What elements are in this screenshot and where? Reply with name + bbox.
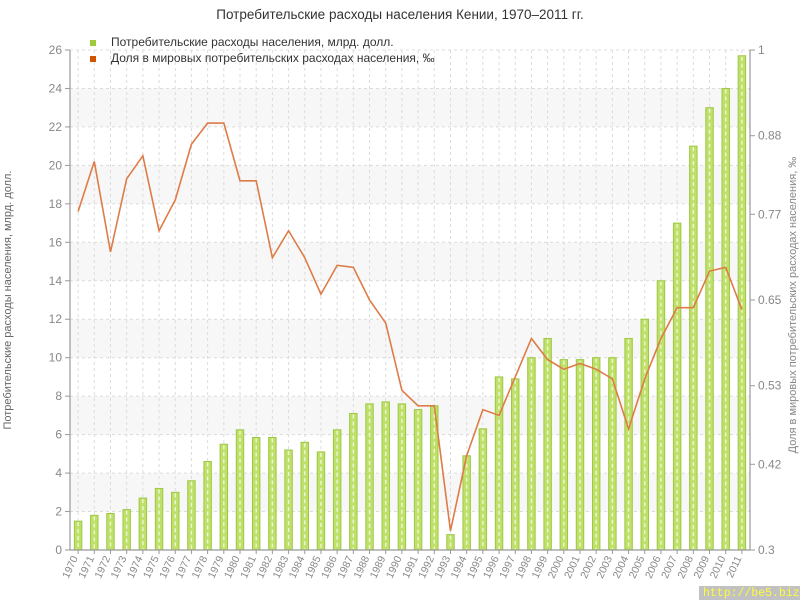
svg-text:12: 12 [49,312,63,326]
svg-text:2010: 2010 [708,554,729,580]
svg-text:4: 4 [55,466,62,480]
svg-text:8: 8 [55,389,62,403]
svg-text:2011: 2011 [724,554,744,580]
svg-text:10: 10 [49,351,63,365]
svg-text:16: 16 [49,235,63,249]
svg-text:0.77: 0.77 [758,207,782,221]
svg-text:6: 6 [55,428,62,442]
svg-text:0.3: 0.3 [758,543,775,557]
svg-text:20: 20 [49,158,63,172]
svg-text:18: 18 [49,197,63,211]
svg-text:26: 26 [49,43,63,57]
svg-text:14: 14 [49,274,63,288]
svg-text:0.65: 0.65 [758,293,782,307]
svg-text:0: 0 [55,543,62,557]
svg-text:24: 24 [49,81,63,95]
svg-text:0.42: 0.42 [758,457,782,471]
svg-text:2: 2 [55,505,62,519]
svg-text:0.88: 0.88 [758,129,782,143]
svg-text:0.53: 0.53 [758,379,782,393]
svg-text:22: 22 [49,120,63,134]
